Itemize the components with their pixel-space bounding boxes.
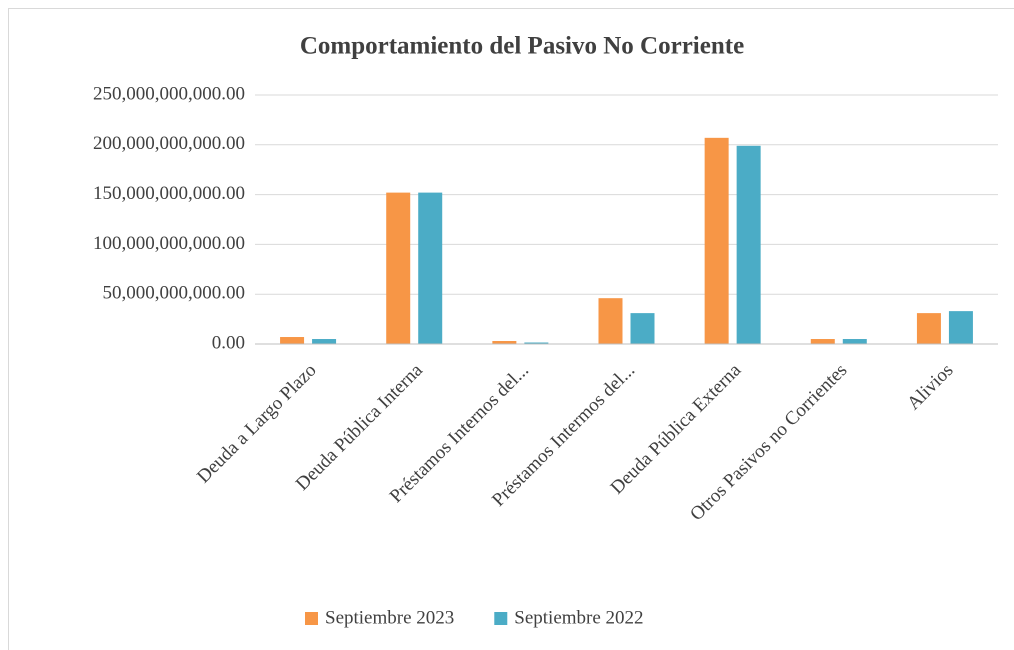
x-tick-label: Deuda a Largo Plazo bbox=[193, 360, 321, 488]
y-tick-label: 0.00 bbox=[212, 332, 245, 353]
bar bbox=[916, 313, 941, 344]
bar bbox=[312, 339, 337, 344]
y-tick-label: 100,000,000,000.00 bbox=[93, 233, 245, 254]
bar bbox=[948, 311, 973, 344]
y-tick-label: 200,000,000,000.00 bbox=[93, 133, 245, 154]
bar bbox=[418, 192, 443, 344]
legend-swatch bbox=[305, 612, 318, 625]
bar bbox=[810, 339, 835, 344]
legend-label: Septiembre 2022 bbox=[514, 607, 643, 628]
bar bbox=[492, 341, 517, 344]
bar bbox=[280, 337, 305, 344]
bar bbox=[704, 137, 729, 344]
legend-label: Septiembre 2023 bbox=[325, 607, 454, 628]
chart-title: Comportamiento del Pasivo No Corriente bbox=[300, 33, 744, 60]
bar bbox=[842, 339, 867, 344]
y-tick-label: 50,000,000,000.00 bbox=[103, 283, 246, 304]
bar bbox=[736, 145, 761, 344]
chart-border bbox=[8, 8, 1014, 650]
bar bbox=[524, 342, 549, 344]
bar bbox=[630, 313, 655, 344]
bar bbox=[386, 192, 411, 344]
x-tick-label: Alivios bbox=[903, 360, 957, 414]
bar bbox=[598, 298, 623, 344]
y-tick-label: 250,000,000,000.00 bbox=[93, 83, 245, 104]
y-tick-label: 150,000,000,000.00 bbox=[93, 183, 245, 204]
legend-swatch bbox=[494, 612, 508, 625]
